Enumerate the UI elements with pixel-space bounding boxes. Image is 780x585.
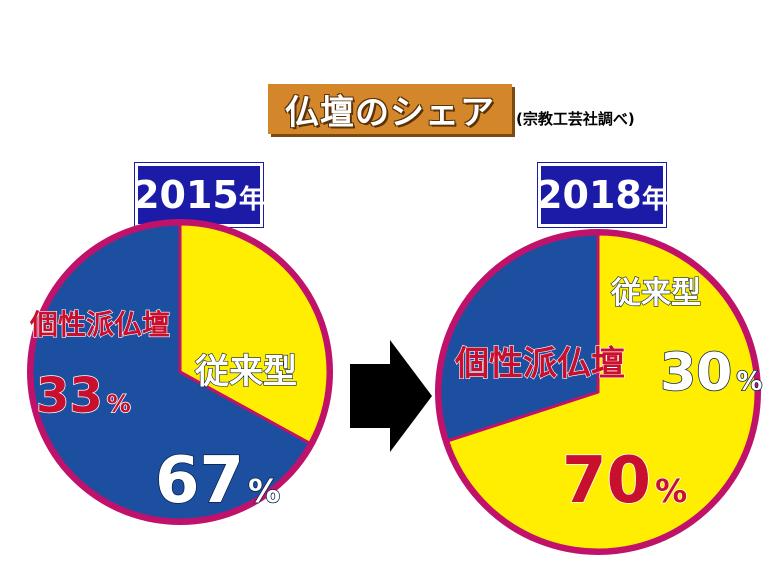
year-label-right: 2018年 xyxy=(536,173,668,217)
slice-value-label-2015-0: 33% xyxy=(36,368,131,424)
pie-slice-2015-0 xyxy=(178,222,330,445)
pie-border-2015 xyxy=(27,219,333,525)
pie-slice-2018-1 xyxy=(438,232,600,443)
slice-unit-2018-1: % xyxy=(736,367,762,397)
slice-value-label-2015-1: 67% xyxy=(155,444,280,518)
title-box: 仏壇のシェア xyxy=(268,84,512,134)
slice-label-2015-0: 個性派仏壇 xyxy=(29,308,170,341)
slice-value-label-2018-0: 70% xyxy=(562,444,687,518)
slice-value-label-2018-1: 30% xyxy=(660,343,762,403)
slice-value-2015-1: 67 xyxy=(155,444,244,518)
slice-unit-2018-0: % xyxy=(655,472,687,510)
pie-slice-2015-1 xyxy=(30,222,312,522)
year-suffix-left: 年 xyxy=(238,185,265,215)
year-label-left: 2015年 xyxy=(133,173,265,217)
slice-label-2015-1: 従来型 xyxy=(194,352,297,392)
pie-chart-2018 xyxy=(435,229,761,555)
slice-value-2018-0: 70 xyxy=(562,444,651,518)
chart-title: 仏壇のシェア xyxy=(285,92,495,133)
slice-unit-2015-1: % xyxy=(248,472,280,510)
slice-label-2018-1: 従来型 xyxy=(610,276,701,311)
year-suffix-right: 年 xyxy=(641,185,668,215)
source-note: (宗教工芸社調べ) xyxy=(516,110,635,128)
year-value-left: 2015 xyxy=(133,173,239,217)
labels-2015: 個性派仏壇 33 % 従来型 67% xyxy=(28,307,297,518)
pie-chart-2015 xyxy=(27,219,333,525)
pie-border-2018 xyxy=(435,229,761,555)
year-box-left: 2015年 xyxy=(133,163,265,227)
year-value-right: 2018 xyxy=(536,173,642,217)
slice-unit-2015-0: % xyxy=(107,390,131,418)
pie-slice-2018-0 xyxy=(446,232,758,552)
slice-value-2018-1: 30 xyxy=(660,343,732,403)
slice-value-2015-0: 33 xyxy=(36,368,103,424)
slice-label-2018-0: 個性派仏壇 xyxy=(454,344,625,384)
right-arrow-icon xyxy=(350,340,432,452)
year-box-right: 2018年 xyxy=(536,163,668,227)
labels-2018: 個性派仏壇 70 % 従来型 30% xyxy=(453,275,763,518)
